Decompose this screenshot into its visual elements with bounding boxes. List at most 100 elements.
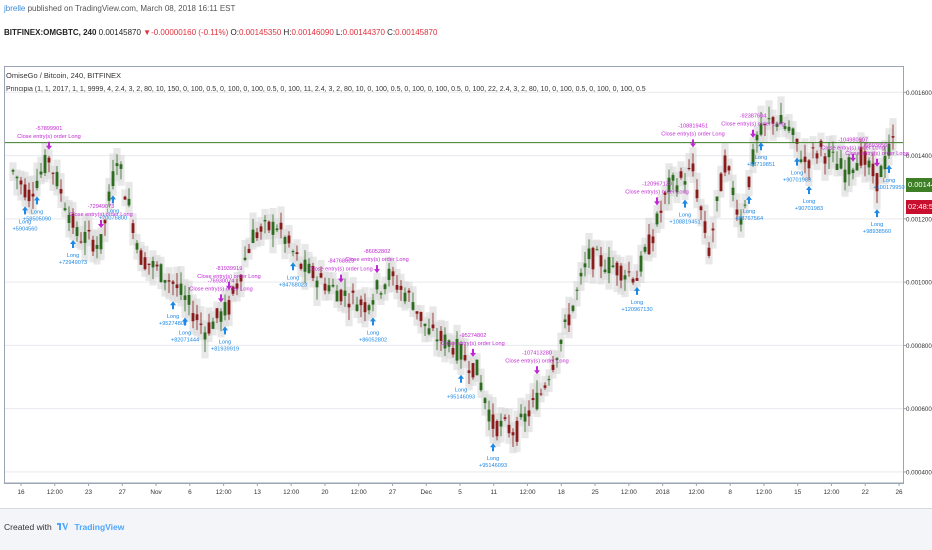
close-qty: -92387604 (740, 114, 767, 120)
candle-body (439, 330, 443, 341)
candle-body (883, 155, 887, 170)
candle-body (427, 328, 431, 335)
x-tick-label: 12:00 (47, 489, 63, 496)
y-tick-label: 0.00040000 (906, 469, 932, 476)
candle-body (487, 409, 491, 422)
candle-body (635, 278, 639, 281)
candle-body (291, 251, 295, 253)
y-tick-label: 0.00060000 (906, 406, 932, 413)
long-arrow-icon (806, 185, 812, 194)
candle-body (523, 413, 527, 422)
candle-body (67, 214, 71, 223)
candle-body (23, 184, 27, 198)
study-title[interactable]: Principia (1, 1, 2017, 1, 1, 9999, 4, 2.… (6, 86, 646, 93)
candle-body (15, 176, 19, 179)
candle-body (187, 294, 191, 305)
candle-body (247, 248, 251, 253)
x-tick-label: Nov (150, 489, 162, 496)
long-label: Long (287, 275, 299, 281)
candle-body (151, 261, 155, 268)
long-arrow-icon (22, 206, 28, 215)
long-arrow-icon (682, 199, 688, 208)
candle-body (63, 208, 67, 211)
long-arrow-icon (70, 239, 76, 248)
candle-body (259, 226, 263, 232)
candle-body (143, 257, 147, 270)
candle-body (91, 239, 95, 252)
candle-body (843, 169, 847, 183)
close-arrow-icon (690, 139, 696, 148)
candle-body (135, 243, 139, 250)
long-qty: +95146093 (479, 463, 507, 469)
close-label: Close entry(s) order Long (661, 131, 724, 137)
candle-body (327, 285, 331, 292)
x-tick-label: 25 (592, 489, 600, 496)
close-label: Close entry(s) order Long (17, 134, 80, 140)
long-label: Long (487, 456, 499, 462)
candle-body (227, 300, 231, 315)
candle-body (379, 293, 383, 295)
candle-body (387, 268, 391, 280)
created-with: Created with TradingView (4, 522, 124, 532)
close-arrow-icon (46, 141, 52, 150)
x-tick-label: 12:00 (520, 489, 536, 496)
candle-body (887, 143, 891, 156)
candle-body (43, 154, 47, 174)
close-qty: -104980807 (838, 138, 868, 144)
long-qty: +82071444 (171, 338, 199, 344)
candle-body (255, 232, 259, 238)
x-tick-label: 27 (389, 489, 397, 496)
candle-body (495, 421, 499, 437)
candle-body (815, 153, 819, 159)
long-arrow-icon (110, 195, 116, 204)
long-qty: +120967130 (621, 307, 652, 313)
tradingview-brand[interactable]: TradingView (74, 522, 125, 532)
symbol-label[interactable]: BITFINEX:OMGBTC, 240 (4, 28, 97, 37)
x-tick-label: 8 (728, 489, 732, 496)
long-label: Long (743, 209, 755, 215)
candle-body (559, 339, 563, 344)
candle-body (507, 424, 511, 434)
x-tick-label: 16 (17, 489, 25, 496)
candle-body (219, 311, 223, 322)
candle-body (683, 181, 687, 185)
x-tick-label: 6 (188, 489, 192, 496)
candle-body (203, 332, 207, 340)
candle-body (851, 169, 855, 173)
close-arrow-icon (534, 366, 540, 375)
candle-body (407, 290, 411, 293)
candle-body (859, 147, 863, 166)
long-qty: +90701983 (795, 206, 823, 212)
x-tick-label: 12:00 (216, 489, 232, 496)
close-label: Close entry(s) order Long (197, 274, 260, 280)
x-tick-label: 5 (458, 489, 462, 496)
author-link[interactable]: jbrelle (4, 4, 26, 13)
x-tick-label: 27 (119, 489, 127, 496)
long-qty: +81939919 (211, 346, 239, 352)
long-label: Long (883, 178, 895, 184)
candle-body (355, 304, 359, 311)
candle-body (47, 157, 51, 163)
candle-body (31, 193, 35, 197)
candle-body (543, 385, 547, 388)
candle-body (799, 159, 803, 163)
candle-body (831, 151, 835, 153)
close-qty: -84768023 (328, 259, 355, 265)
long-label: Long (803, 199, 815, 205)
long-arrow-icon (182, 317, 188, 326)
x-tick-label: 11 (490, 489, 497, 496)
candle-body (771, 117, 775, 124)
candle-body (367, 305, 371, 311)
long-label: Long (107, 208, 119, 214)
long-label: Long (367, 330, 379, 336)
candle-body (551, 364, 555, 370)
candle-body (315, 280, 319, 288)
tradingview-logo-icon (57, 523, 69, 530)
x-tick-label: 12:00 (351, 489, 367, 496)
candle-body (519, 413, 523, 418)
candle-body (739, 217, 743, 225)
candle-body (215, 308, 219, 319)
x-tick-label: 12:00 (621, 489, 637, 496)
candle-body (527, 410, 531, 417)
